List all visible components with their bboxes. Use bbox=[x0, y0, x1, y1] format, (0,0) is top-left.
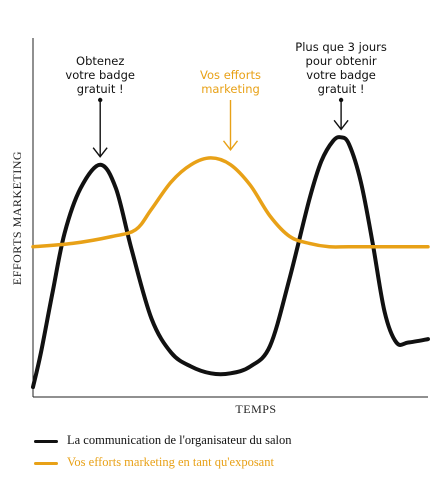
annotation-2-line-1: pour obtenir bbox=[306, 54, 377, 68]
legend-label-exhibitor: Vos efforts marketing en tant qu'exposan… bbox=[67, 455, 274, 469]
annotation-2-line-3: gratuit ! bbox=[318, 82, 365, 96]
legend-label-organizer: La communication de l'organisateur du sa… bbox=[67, 433, 292, 447]
annotation-2-line-0: Plus que 3 jours bbox=[295, 40, 387, 54]
annotation-0-arrow-head bbox=[92, 147, 108, 158]
annotation-0-line-0: Obtenez bbox=[76, 54, 124, 68]
annotation-2-arrow-head bbox=[333, 119, 349, 131]
series-line-organizer bbox=[31, 135, 430, 389]
series-layer bbox=[31, 135, 430, 389]
legend-item-organizer: La communication de l'organisateur du sa… bbox=[34, 433, 292, 448]
legend-item-exhibitor: Vos efforts marketing en tant qu'exposan… bbox=[34, 455, 274, 470]
series-line-exhibitor bbox=[31, 156, 430, 249]
annotation-0-line-1: votre badge bbox=[65, 68, 135, 82]
y-axis-label: EFFORTS MARKETING bbox=[10, 151, 24, 285]
annotation-1-line-0: Vos efforts bbox=[200, 68, 261, 82]
x-axis-label: TEMPS bbox=[235, 402, 276, 416]
annotation-1-arrow-head bbox=[222, 140, 239, 152]
legend-swatch-organizer bbox=[34, 439, 58, 443]
legend-swatch-exhibitor bbox=[34, 461, 58, 465]
annotation-2-line-2: votre badge bbox=[306, 68, 376, 82]
annotation-1-line-1: marketing bbox=[201, 82, 260, 96]
annotation-0-line-2: gratuit ! bbox=[77, 82, 124, 96]
